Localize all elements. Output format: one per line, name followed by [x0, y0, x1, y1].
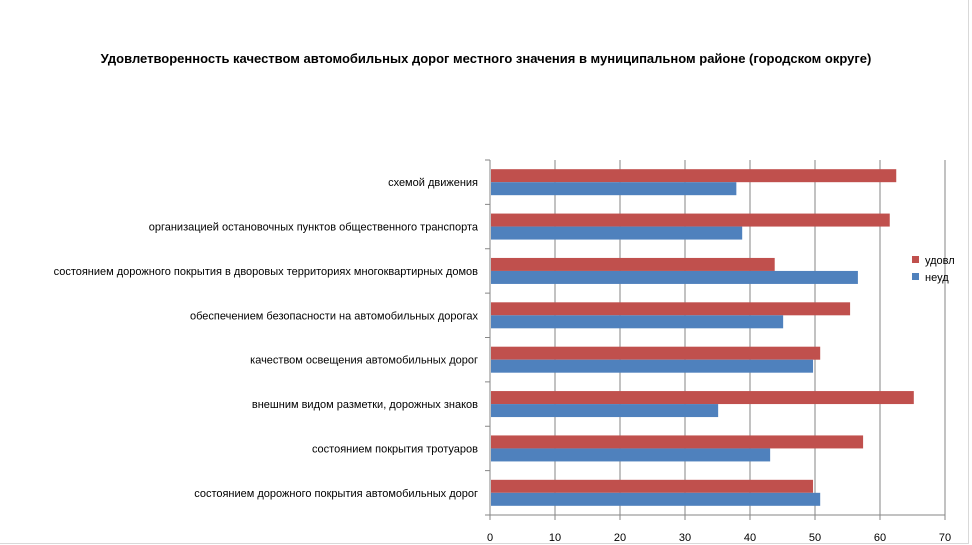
- bar-satisfied: [491, 302, 851, 316]
- x-tick-label: 10: [549, 532, 561, 544]
- category-label: организацией остановочных пунктов общест…: [149, 222, 479, 234]
- x-tick-label: 0: [487, 532, 493, 544]
- bar-satisfied: [491, 391, 914, 405]
- bar-unsatisfied: [491, 359, 814, 373]
- bar-unsatisfied: [491, 182, 737, 196]
- bar-unsatisfied: [491, 492, 821, 506]
- x-tick-label: 60: [874, 532, 886, 544]
- category-label: состоянием дорожного покрытия в дворовых…: [54, 266, 479, 278]
- legend-swatch: [912, 273, 919, 280]
- bar-satisfied: [491, 169, 897, 183]
- bar-satisfied: [491, 435, 864, 449]
- x-tick-label: 70: [939, 532, 951, 544]
- x-tick-label: 20: [614, 532, 626, 544]
- bar-unsatisfied: [491, 404, 719, 418]
- bar-unsatisfied: [491, 226, 743, 240]
- bar-unsatisfied: [491, 315, 784, 329]
- category-label: обеспечением безопасности на автомобильн…: [190, 310, 478, 322]
- bar-unsatisfied: [491, 448, 771, 462]
- x-tick-label: 40: [744, 532, 756, 544]
- legend-swatch: [912, 256, 919, 263]
- bar-satisfied: [491, 213, 890, 227]
- bar-unsatisfied: [491, 270, 858, 284]
- category-label: состоянием покрытия тротуаров: [312, 443, 478, 455]
- category-label: схемой движения: [388, 177, 478, 189]
- x-tick-label: 50: [809, 532, 821, 544]
- chart-title: Удовлетворенность качеством автомобильны…: [100, 51, 872, 66]
- bar-satisfied: [491, 479, 814, 493]
- bar-satisfied: [491, 257, 775, 271]
- category-label: состоянием дорожного покрытия автомобиль…: [194, 488, 478, 500]
- legend-label: неуд: [925, 272, 949, 284]
- category-label: внешним видом разметки, дорожных знаков: [252, 399, 478, 411]
- category-label: качеством освещения автомобильных дорог: [250, 355, 478, 367]
- bar-satisfied: [491, 346, 821, 360]
- legend-label: удовл: [925, 255, 955, 267]
- x-tick-label: 30: [679, 532, 691, 544]
